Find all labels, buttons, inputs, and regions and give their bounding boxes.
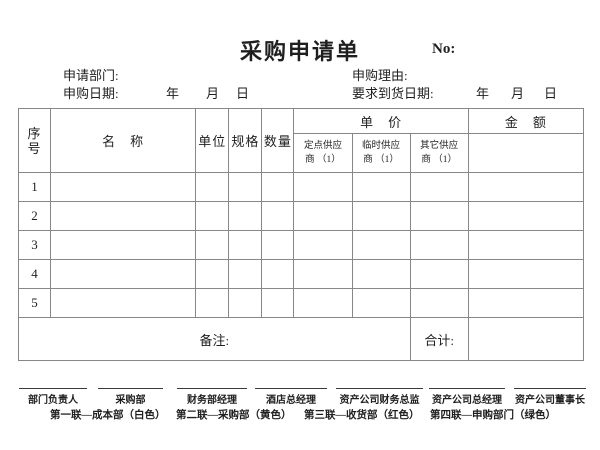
signer-dept-head: 部门负责人 xyxy=(19,388,87,406)
empty-cell xyxy=(409,259,469,289)
col-header-unit-price: 单 价 xyxy=(293,108,469,134)
empty-cell xyxy=(261,172,295,202)
supplier-temporary-line2: 商 （1） xyxy=(363,155,399,165)
apply-date-month-label: 月 xyxy=(206,86,220,101)
empty-cell xyxy=(228,201,263,231)
items-table: 序号 名 称 单位 规格 数量 单 价 金 额 定点供应 商 （1） 临时供应 … xyxy=(17,108,585,361)
signer-asset-finance-director: 资产公司财务总监 xyxy=(336,388,423,406)
table-row: 3 xyxy=(17,230,585,260)
signer-finance-manager: 财务部经理 xyxy=(177,388,247,406)
empty-cell xyxy=(467,201,585,231)
row-number: 1 xyxy=(17,172,52,202)
apply-dept-label: 申请部门: xyxy=(63,68,119,83)
row-number: 5 xyxy=(17,288,52,318)
col-header-qty: 数量 xyxy=(261,108,295,173)
empty-cell xyxy=(351,259,411,289)
col-header-name: 名 称 xyxy=(50,108,197,173)
empty-cell xyxy=(351,288,411,318)
required-date-day-label: 日 xyxy=(544,86,558,101)
empty-cell xyxy=(467,172,585,202)
table-row: 1 xyxy=(17,172,585,202)
empty-cell xyxy=(467,230,585,260)
table-row: 5 xyxy=(17,288,585,318)
apply-date-year-label: 年 xyxy=(166,86,180,101)
form-title: 采购申请单 xyxy=(239,39,360,64)
empty-cell xyxy=(409,172,469,202)
col-header-supplier-temporary: 临时供应 商 （1） xyxy=(351,133,411,173)
required-date-year-label: 年 xyxy=(476,86,490,101)
empty-cell xyxy=(409,201,469,231)
empty-cell xyxy=(228,259,263,289)
empty-cell xyxy=(195,288,230,318)
empty-cell xyxy=(195,230,230,260)
required-date-label: 要求到货日期: xyxy=(352,86,434,101)
apply-date-day-label: 日 xyxy=(236,86,250,101)
col-header-supplier-designated: 定点供应 商 （1） xyxy=(293,133,353,173)
empty-cell xyxy=(261,259,295,289)
empty-cell xyxy=(195,172,230,202)
apply-date-label: 申购日期: xyxy=(63,86,119,101)
empty-cell xyxy=(50,201,197,231)
empty-cell xyxy=(293,201,353,231)
seq-header-line1: 序 xyxy=(27,125,42,141)
empty-cell xyxy=(228,230,263,260)
seq-header-line2: 号 xyxy=(27,140,42,156)
col-header-seq: 序号 xyxy=(17,108,52,173)
supplier-designated-line1: 定点供应 xyxy=(303,141,342,151)
required-date-month-label: 月 xyxy=(511,86,525,101)
row-number: 4 xyxy=(17,259,52,289)
empty-cell xyxy=(228,288,263,318)
col-header-amount: 金 额 xyxy=(467,108,585,134)
row-number: 3 xyxy=(17,230,52,260)
empty-cell xyxy=(351,172,411,202)
signer-asset-chairman: 资产公司董事长 xyxy=(514,388,586,406)
empty-cell xyxy=(50,230,197,260)
empty-cell xyxy=(293,230,353,260)
empty-cell xyxy=(195,201,230,231)
empty-cell xyxy=(228,172,263,202)
signer-purchasing-dept: 采购部 xyxy=(98,388,163,406)
empty-cell xyxy=(50,288,197,318)
signer-asset-gm: 资产公司总经理 xyxy=(429,388,505,406)
empty-cell xyxy=(50,172,197,202)
empty-cell xyxy=(409,288,469,318)
empty-cell xyxy=(351,201,411,231)
remarks-label: 备注: xyxy=(199,332,230,348)
total-label-cell: 合计: xyxy=(409,317,469,361)
empty-cell xyxy=(467,259,585,289)
signer-hotel-gm: 酒店总经理 xyxy=(255,388,327,406)
total-amount-cell xyxy=(467,317,585,361)
form-number-label: No: xyxy=(432,41,456,57)
copy-3-receiving-dept-red: 第三联—收货部（红色） xyxy=(304,410,420,421)
empty-cell xyxy=(261,288,295,318)
empty-cell xyxy=(261,230,295,260)
empty-cell xyxy=(351,230,411,260)
table-row: 4 xyxy=(17,259,585,289)
supplier-temporary-line1: 临时供应 xyxy=(362,141,401,151)
amount-subheader-empty-cell xyxy=(467,133,585,173)
remarks-cell: 备注: xyxy=(18,317,411,361)
col-header-unit: 单位 xyxy=(195,108,230,173)
table-row: 2 xyxy=(17,201,585,231)
supplier-other-line2: 商 （1） xyxy=(421,155,457,165)
empty-cell xyxy=(293,259,353,289)
copy-1-cost-dept-white: 第一联—成本部（白色） xyxy=(50,410,166,421)
copy-2-purchasing-dept-yellow: 第二联—采购部（黄色） xyxy=(176,410,292,421)
empty-cell xyxy=(409,230,469,260)
row-number: 2 xyxy=(17,201,52,231)
empty-cell xyxy=(261,201,295,231)
copy-4-requesting-dept-green: 第四联—申购部门（绿色） xyxy=(430,410,556,421)
empty-cell xyxy=(467,288,585,318)
empty-cell xyxy=(293,288,353,318)
empty-cell xyxy=(195,259,230,289)
empty-cell xyxy=(50,259,197,289)
supplier-other-line1: 其它供应 xyxy=(420,141,459,151)
col-header-supplier-other: 其它供应 商 （1） xyxy=(409,133,469,173)
purchase-reason-label: 申购理由: xyxy=(352,68,408,83)
supplier-designated-line2: 商 （1） xyxy=(305,155,341,165)
col-header-spec: 规格 xyxy=(228,108,263,173)
empty-cell xyxy=(293,172,353,202)
